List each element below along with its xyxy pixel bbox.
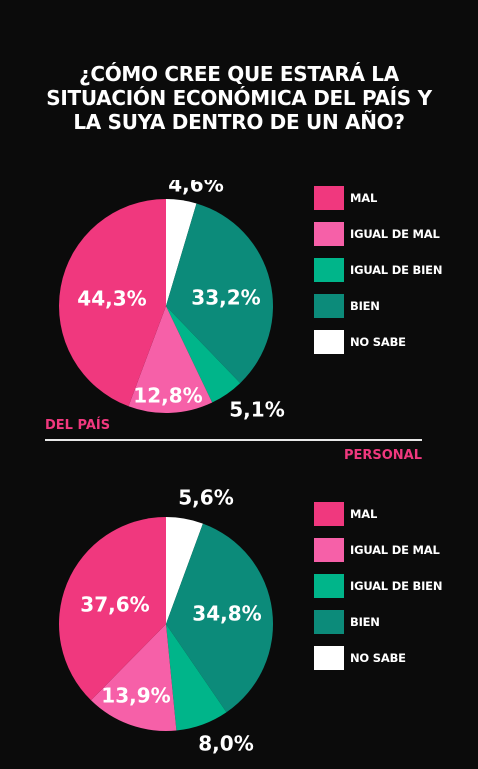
legend-label-igual-de-mal: IGUAL DE MAL	[350, 227, 440, 241]
legend-swatch-igual-de-bien	[314, 258, 344, 282]
legend-label-bien: BIEN	[350, 299, 380, 313]
legend-swatch-igual-de-mal	[314, 222, 344, 246]
legend-item-bien: BIEN	[314, 294, 380, 318]
legend-item-no-sabe: NO SABE	[314, 646, 406, 670]
pie-chart-personal: 37,6% 13,9% 8,0% 34,8% 5,6%	[59, 486, 273, 756]
pie-slice-igual-de-bien	[166, 306, 241, 403]
legend-item-bien: BIEN	[314, 610, 380, 634]
legend-item-igual-de-bien: IGUAL DE BIEN	[314, 574, 442, 598]
section-divider	[45, 439, 422, 441]
legend-label-mal: MAL	[350, 191, 378, 205]
pie-chart-del-pais: 44,3% 12,8% 5,1% 33,2% 4,6%	[59, 180, 285, 422]
pie-value-label-igual-de-bien: 5,1%	[229, 398, 284, 422]
legend-item-mal: MAL	[314, 502, 377, 526]
pie-value-label-bien: 34,8%	[192, 602, 261, 626]
pie-value-label-igual-de-mal: 13,9%	[101, 684, 170, 708]
legend-label-igual-de-mal: IGUAL DE MAL	[350, 543, 440, 557]
legend-item-mal: MAL	[314, 186, 377, 210]
legend-swatch-igual-de-mal	[314, 538, 344, 562]
pie-slice-no-sabe	[166, 517, 203, 624]
legend-item-no-sabe: NO SABE	[314, 330, 406, 354]
section-label-personal: PERSONAL	[343, 448, 422, 463]
legend-label-mal: MAL	[350, 507, 378, 521]
pie-slice-igual-de-bien	[166, 624, 227, 731]
pie-slice-bien	[166, 523, 273, 713]
chart-title: ¿CÓMO CREE QUE ESTARÁ LA SITUACIÓN ECONÓ…	[0, 62, 478, 134]
legend-label-bien: BIEN	[350, 615, 380, 629]
pie-value-label-bien: 33,2%	[191, 286, 260, 310]
legend-item-igual-de-mal: IGUAL DE MAL	[314, 222, 440, 246]
pie-value-label-no-sabe: 4,6%	[168, 180, 223, 197]
pie-slice-bien	[166, 203, 273, 384]
legend-swatch-no-sabe	[314, 646, 344, 670]
legend-item-igual-de-mal: IGUAL DE MAL	[314, 538, 440, 562]
pie-slice-mal	[59, 517, 166, 701]
legend-label-igual-de-bien: IGUAL DE BIEN	[350, 263, 443, 277]
legend-item-igual-de-bien: IGUAL DE BIEN	[314, 258, 442, 282]
legend-swatch-mal	[314, 186, 344, 210]
title-line-3: LA SUYA DENTRO DE UN AÑO?	[73, 110, 405, 134]
legend-swatch-bien	[314, 294, 344, 318]
pie-slice-igual-de-mal	[128, 306, 213, 413]
legend-label-igual-de-bien: IGUAL DE BIEN	[350, 579, 443, 593]
pie-value-label-no-sabe: 5,6%	[178, 486, 233, 510]
pie-value-label-igual-de-bien: 8,0%	[198, 732, 253, 756]
section-label-del-pais: DEL PAÍS	[45, 418, 111, 433]
pie-slice-mal	[59, 199, 166, 407]
legend-swatch-mal	[314, 502, 344, 526]
legend-swatch-no-sabe	[314, 330, 344, 354]
legend-swatch-igual-de-bien	[314, 574, 344, 598]
legend-label-no-sabe: NO SABE	[350, 335, 406, 349]
title-line-1: ¿CÓMO CREE QUE ESTARÁ LA	[79, 62, 399, 86]
legend-label-no-sabe: NO SABE	[350, 651, 406, 665]
pie-value-label-mal: 37,6%	[80, 593, 149, 617]
legend-swatch-bien	[314, 610, 344, 634]
pie-slice-igual-de-mal	[90, 624, 177, 731]
title-line-2: SITUACIÓN ECONÓMICA DEL PAÍS Y	[46, 86, 432, 110]
pie-value-label-mal: 44,3%	[77, 287, 146, 311]
pie-value-label-igual-de-mal: 12,8%	[133, 384, 202, 408]
pie-slice-no-sabe	[166, 199, 197, 306]
